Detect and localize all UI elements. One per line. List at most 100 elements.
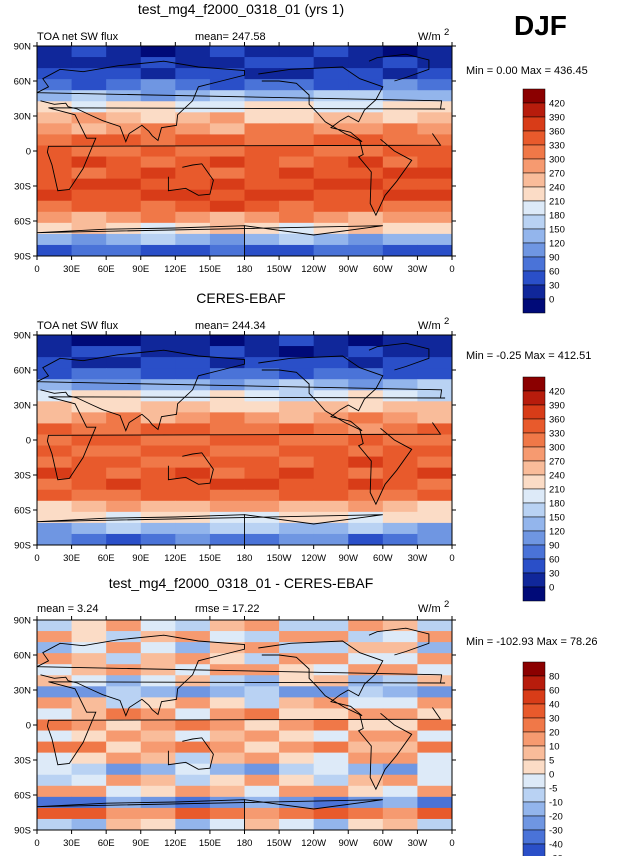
map-cell [313, 467, 349, 480]
coastline [36, 634, 443, 717]
map-cell [417, 90, 453, 102]
map-cell [382, 46, 418, 58]
map-cell [417, 675, 453, 687]
map-cell [140, 390, 176, 402]
colorbar-label: 150 [549, 513, 565, 524]
map-cell [279, 664, 315, 676]
lat-tick-label: 60S [14, 506, 31, 517]
map-cell [279, 189, 315, 202]
map-cell [71, 774, 107, 787]
panel-3: test_mg4_f2000_0318_01 - CERES-EBAF mean … [14, 575, 597, 856]
map-cell [313, 522, 349, 535]
colorbar-swatch [522, 256, 546, 272]
map-cell [71, 785, 107, 798]
map-cell [37, 675, 73, 687]
colorbar-label: 420 [549, 387, 565, 398]
map-cell [382, 807, 418, 820]
map-cell [417, 752, 453, 765]
map-cell [71, 533, 107, 546]
map-cell [244, 478, 280, 491]
map-cell [417, 123, 453, 135]
lon-tick-label: 90E [132, 264, 149, 275]
map-cell [382, 752, 418, 765]
map-cell [348, 434, 384, 447]
colorbar-label: 0 [549, 295, 554, 306]
map-cell [244, 752, 280, 765]
lon-tick-label: 0 [449, 838, 454, 849]
map-cell [37, 46, 73, 58]
map-cell [37, 785, 73, 798]
map-cell [209, 631, 245, 643]
map-cell [37, 631, 73, 643]
map-cell [348, 445, 384, 458]
lon-tick-label: 120E [164, 264, 186, 275]
map-cell [348, 423, 384, 435]
map-cell [417, 357, 453, 369]
map-cell [140, 145, 176, 158]
lat-tick-label: 30S [14, 471, 31, 482]
map-cell [244, 46, 280, 58]
map-cell [71, 686, 107, 698]
lon-tick-label: 0 [449, 264, 454, 275]
map-cell [106, 664, 142, 676]
map-cell [209, 90, 245, 102]
map-cell [313, 134, 349, 146]
map-cell [106, 467, 142, 480]
map-cell [140, 686, 176, 698]
map-cell [313, 379, 349, 391]
lon-tick-label: 150W [267, 553, 292, 564]
map-cell [71, 467, 107, 480]
map-cell [209, 522, 245, 535]
map-cell [37, 774, 73, 787]
map-cell [37, 90, 73, 102]
lon-tick-label: 60W [373, 553, 393, 564]
map-cell [106, 719, 142, 732]
map-cell [106, 807, 142, 820]
map-cell [175, 123, 211, 135]
map-cell [279, 357, 315, 369]
map-cell [209, 653, 245, 665]
map-cell [140, 412, 176, 424]
map-cell [106, 730, 142, 743]
map-cell [313, 489, 349, 502]
map-cell [106, 167, 142, 180]
map-cell [106, 675, 142, 687]
map-cell [313, 719, 349, 732]
map-cell [37, 167, 73, 180]
colorbar-swatch [522, 717, 546, 733]
lon-tick-label: 180 [237, 264, 253, 275]
map-cell [348, 785, 384, 798]
map-cell [417, 222, 453, 235]
map-cell [140, 818, 176, 831]
map-cell [71, 222, 107, 235]
map-cell [313, 357, 349, 369]
map-cell [382, 533, 418, 546]
map-cell [209, 200, 245, 213]
map-cell [209, 807, 245, 820]
map-cell [106, 522, 142, 535]
map-cell [140, 57, 176, 69]
map-cell [382, 664, 418, 676]
map-cell [175, 222, 211, 235]
map-cell [348, 57, 384, 69]
coastline [46, 396, 446, 481]
map-cell [209, 57, 245, 69]
map-cell [175, 346, 211, 358]
map-cell [140, 675, 176, 687]
map-cell [71, 653, 107, 665]
coastline [36, 799, 383, 830]
map-cell [382, 741, 418, 754]
map-cell [244, 79, 280, 91]
map-cell [244, 774, 280, 787]
map-cell [417, 533, 453, 546]
map-cell [382, 233, 418, 246]
map-cell [313, 211, 349, 224]
map-cell [313, 478, 349, 491]
map-cell [106, 785, 142, 798]
colorbar-label: 10 [549, 742, 560, 753]
colorbar-swatch [522, 116, 546, 132]
lon-tick-label: 180 [237, 838, 253, 849]
lon-tick-label: 0 [34, 838, 39, 849]
coastline [36, 514, 383, 545]
map-cell [348, 112, 384, 124]
